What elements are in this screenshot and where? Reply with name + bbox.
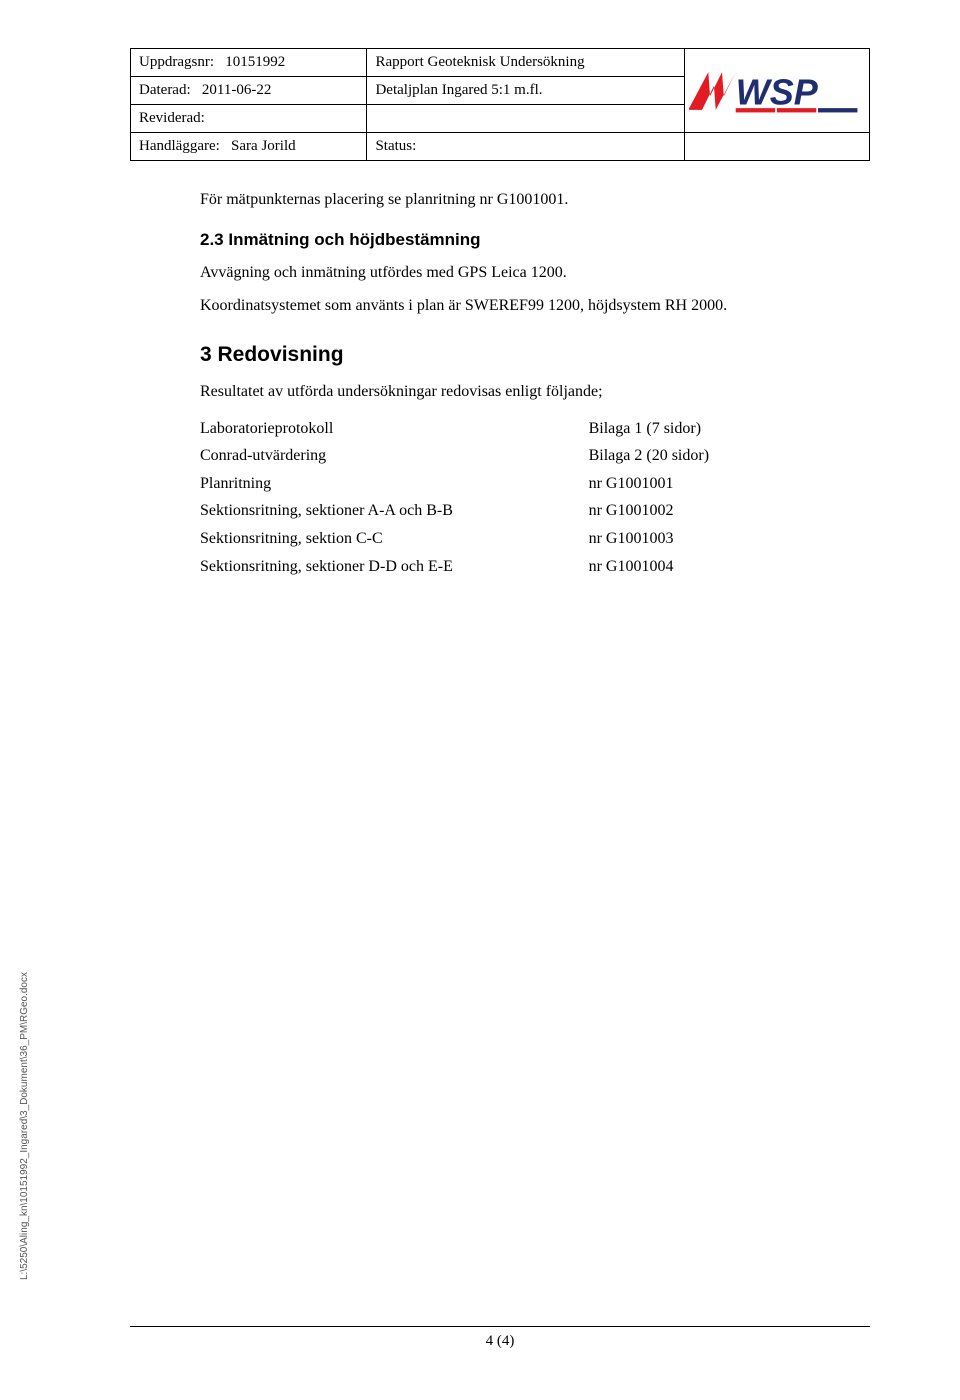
sec23-p1: Avvägning och inmätning utfördes med GPS… [200,262,870,284]
header-status: Status: [367,133,685,161]
header-empty-row3 [367,105,685,133]
redovisning-table: Laboratorieprotokoll Bilaga 1 (7 sidor) … [200,415,870,581]
header-detaljplan: Detaljplan Ingared 5:1 m.fl. [367,77,685,105]
handlaggare-value: Sara Jorild [231,138,296,154]
sec3-intro: Resultatet av utförda undersökningar red… [200,381,870,403]
wsp-logo: WSP [685,49,869,132]
page: L:\5250\Aling_kn\10151992_Ingared\3_Doku… [0,0,960,1400]
header-reviderad: Reviderad: [131,105,367,133]
footer: 4 (4) [130,1326,870,1350]
content: För mätpunkternas placering se planritni… [130,161,870,580]
reviderad-label: Reviderad: [139,110,205,126]
redov-ref: nr G1001003 [589,525,870,553]
table-row: Conrad-utvärdering Bilaga 2 (20 sidor) [200,442,870,470]
uppdragsnr-value: 10151992 [225,54,285,70]
redov-ref: nr G1001002 [589,497,870,525]
page-number: 4 (4) [130,1327,870,1350]
redov-ref: nr G1001001 [589,470,870,498]
file-path-sideways: L:\5250\Aling_kn\10151992_Ingared\3_Doku… [19,972,30,1280]
table-row: Sektionsritning, sektion C-C nr G1001003 [200,525,870,553]
heading-2-3: 2.3 Inmätning och höjdbestämning [200,229,870,252]
logo-cell: WSP [685,49,870,133]
header-handlaggare: Handläggare: Sara Jorild [131,133,367,161]
header-uppdragsnr: Uppdragsnr: 10151992 [131,49,367,77]
intro-line: För mätpunkternas placering se planritni… [200,189,870,211]
redov-label: Planritning [200,470,589,498]
redov-ref: Bilaga 2 (20 sidor) [589,442,870,470]
header-daterad: Daterad: 2011-06-22 [131,77,367,105]
header-table: Uppdragsnr: 10151992 Rapport Geoteknisk … [130,48,870,161]
table-row: Laboratorieprotokoll Bilaga 1 (7 sidor) [200,415,870,443]
table-row: Sektionsritning, sektioner D-D och E-E n… [200,553,870,581]
daterad-label: Daterad: [139,82,191,98]
table-row: Planritning nr G1001001 [200,470,870,498]
status-label: Status: [375,138,416,154]
daterad-value: 2011-06-22 [202,82,271,98]
wsp-logo-svg: WSP [689,67,865,115]
redov-label: Laboratorieprotokoll [200,415,589,443]
redov-label: Sektionsritning, sektioner A-A och B-B [200,497,589,525]
redov-label: Sektionsritning, sektioner D-D och E-E [200,553,589,581]
handlaggare-label: Handläggare: [139,138,220,154]
header-empty-row4 [685,133,870,161]
redov-label: Sektionsritning, sektion C-C [200,525,589,553]
sec23-p2: Koordinatsystemet som använts i plan är … [200,295,870,317]
header-rapport-title: Rapport Geoteknisk Undersökning [367,49,685,77]
redov-ref: nr G1001004 [589,553,870,581]
redov-label: Conrad-utvärdering [200,442,589,470]
redov-ref: Bilaga 1 (7 sidor) [589,415,870,443]
heading-3: 3 Redovisning [200,341,870,369]
table-row: Sektionsritning, sektioner A-A och B-B n… [200,497,870,525]
uppdragsnr-label: Uppdragsnr: [139,54,214,70]
logo-text: WSP [736,71,819,112]
